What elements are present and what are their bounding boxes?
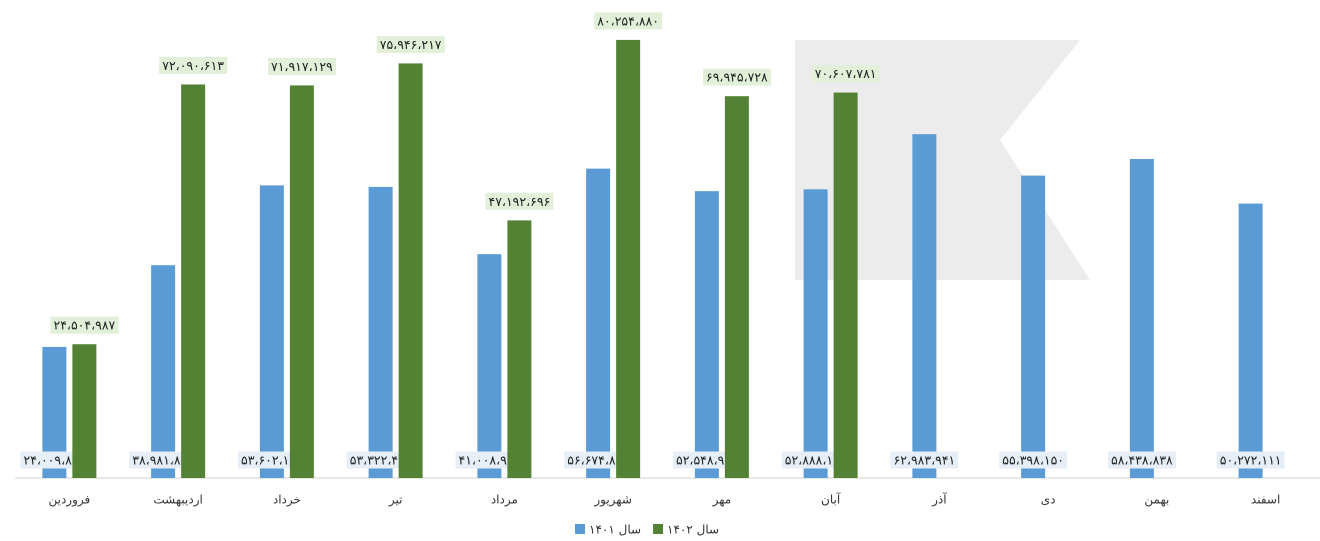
value-label: ۷۰،۶۰۷،۷۸۱ [815,66,877,81]
value-label: ۶۹،۹۴۵،۷۲۸ [706,70,768,85]
value-label-box [20,451,89,469]
value-label-box [702,68,772,86]
value-label-box [376,35,445,53]
value-label: ۸۰،۲۵۴،۸۸۰ [597,13,659,28]
bar [694,191,719,478]
legend-swatch [575,524,585,534]
x-tick-label: مرداد [491,493,518,508]
value-label-box [594,12,663,30]
value-label: ۵۵،۳۹۸،۱۵۰ [1002,453,1064,468]
watermark [795,40,1090,280]
value-label: ۵۲،۸۸۸،۱۶۹ [785,453,847,468]
x-tick-label: شهریور [593,493,632,508]
bar [477,254,502,478]
value-label-box [999,451,1068,469]
legend-label: سال ۱۴۰۱ [589,523,641,537]
bar [1238,203,1263,478]
value-label-box [1107,451,1177,469]
legend-swatch [653,524,664,534]
value-label-box [672,451,741,469]
value-label: ۴۱،۰۰۸،۹۶۶ [458,453,520,468]
x-tick-label: فروردین [48,493,90,508]
value-label: ۷۵،۹۴۶،۲۱۷ [380,37,442,52]
x-tick-label: آبان [821,492,841,507]
x-tick-label: اسفند [1251,493,1280,507]
bar [912,134,937,479]
value-label-box [50,316,119,334]
bar [616,39,641,478]
bar [586,168,611,478]
x-tick-label: خرداد [273,493,301,508]
bar [724,96,749,478]
bar [398,63,423,478]
legend-label: سال ۱۴۰۲ [667,523,719,537]
value-label: ۵۳،۶۰۲،۱۰۸ [241,453,303,468]
x-tick-label: آذر [931,492,947,508]
value-label-box [485,192,554,210]
value-label-box [129,451,198,469]
bar [507,220,532,478]
value-label: ۶۲،۹۸۳،۹۴۱ [893,453,955,468]
x-tick-label: اردیبهشت [153,493,202,508]
bar [72,344,97,478]
value-label-box [811,65,880,83]
value-label-box [237,451,307,469]
x-tick-label: دی [1041,493,1056,507]
bar [803,189,828,478]
value-label-box [564,451,633,469]
value-label: ۵۶،۶۷۴،۸۳۵ [567,453,629,468]
value-label-box [159,56,228,74]
value-label-box [346,451,415,469]
value-label: ۲۴،۰۰۹،۸۲۳ [23,453,85,468]
bar [1129,158,1154,479]
value-label-box [1216,451,1285,469]
x-tick-label: تیر [388,493,403,508]
value-label: ۵۰،۲۷۲،۱۱۱ [1220,453,1282,468]
value-label: ۵۳،۳۲۲،۴۶۷ [350,453,412,468]
value-label-box [455,451,524,469]
value-label-box [267,57,337,75]
bar [259,185,284,478]
bar [181,84,206,478]
value-label: ۷۲،۰۹۰،۶۱۳ [162,58,224,73]
value-label-box [781,451,850,469]
value-label-box [890,451,959,469]
bar [833,92,858,479]
value-label: ۵۲،۵۴۸،۹۶۰ [676,453,738,468]
value-label: ۴۷،۱۹۲،۶۹۶ [488,194,550,209]
value-label: ۲۴،۵۰۴،۹۸۷ [53,318,115,333]
x-tick-label: بهمن [1144,493,1169,508]
value-label: ۷۱،۹۱۷،۱۲۹ [271,59,333,74]
bar [368,186,393,478]
value-label: ۵۸،۴۳۸،۸۳۸ [1111,453,1173,468]
bar [151,265,176,478]
bar [289,85,314,478]
value-label: ۳۸،۹۸۱،۸۱۲ [132,453,194,468]
bar [1021,175,1046,478]
x-tick-label: مهر [712,493,732,508]
